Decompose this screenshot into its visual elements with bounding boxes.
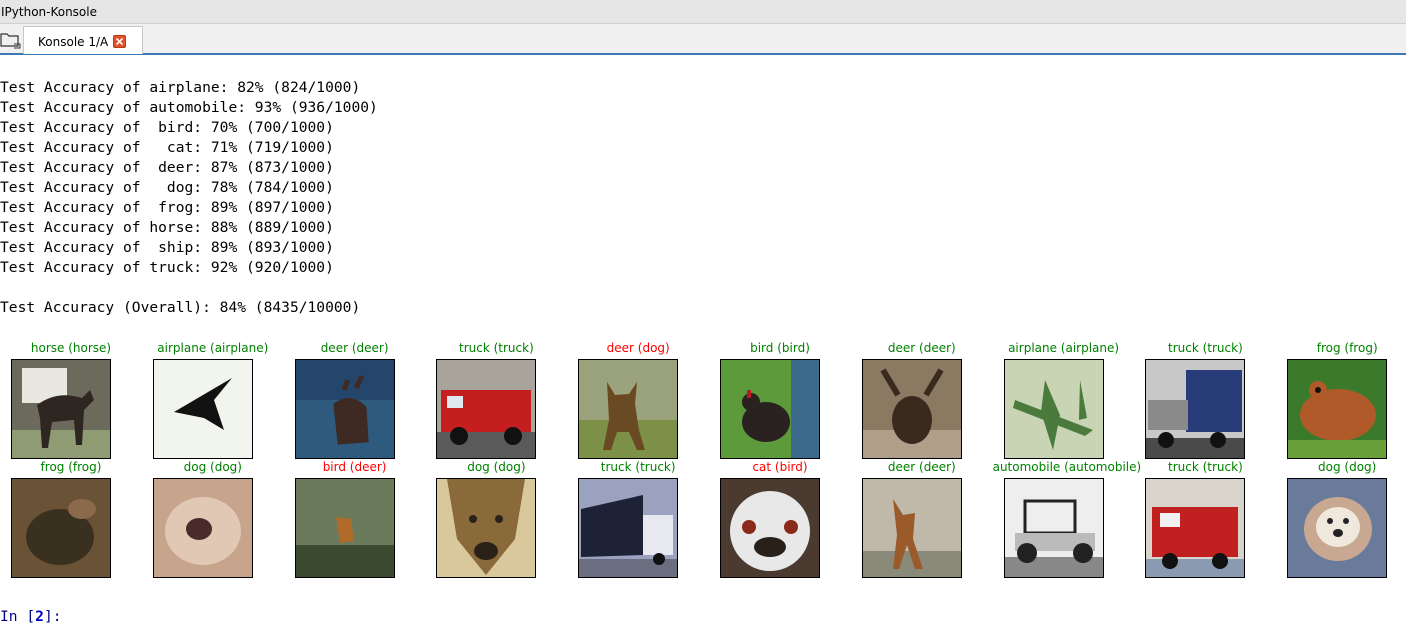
prediction-caption: frog (frog) bbox=[1316, 341, 1378, 355]
output-line bbox=[0, 278, 378, 298]
prediction-image bbox=[152, 359, 253, 459]
output-line: Test Accuracy (Overall): 84% (8435/10000… bbox=[0, 299, 361, 316]
prediction-caption: deer (deer) bbox=[320, 341, 389, 355]
output-line: Test Accuracy of deer: 87% (873/1000) bbox=[0, 159, 334, 176]
prediction-cell: dog (dog) bbox=[1276, 459, 1406, 578]
output-line: Test Accuracy of airplane: 82% (824/1000… bbox=[0, 79, 361, 96]
tab-label: Konsole 1/A bbox=[38, 35, 109, 49]
prediction-cell: dog (dog) bbox=[142, 459, 284, 578]
prediction-cell: frog (frog) bbox=[0, 459, 142, 578]
console-output: Test Accuracy of airplane: 82% (824/1000… bbox=[0, 78, 378, 318]
prediction-caption: bird (bird) bbox=[750, 341, 810, 355]
prediction-cell: bird (deer) bbox=[284, 459, 426, 578]
tab-bar: Konsole 1/A bbox=[0, 24, 1406, 55]
prediction-cell: horse (horse) bbox=[0, 340, 142, 459]
output-line: Test Accuracy of dog: 78% (784/1000) bbox=[0, 179, 334, 196]
prompt-prefix: In [ bbox=[0, 608, 36, 625]
prediction-image bbox=[1145, 359, 1246, 459]
prediction-caption: truck (truck) bbox=[600, 460, 676, 474]
window-titlebar: IPython-Konsole bbox=[0, 0, 1406, 24]
prediction-image bbox=[861, 478, 962, 578]
prediction-image bbox=[1003, 478, 1104, 578]
prediction-image bbox=[11, 359, 111, 459]
output-line: Test Accuracy of ship: 89% (893/1000) bbox=[0, 239, 334, 256]
prediction-caption: truck (truck) bbox=[1168, 460, 1243, 474]
prediction-caption: frog (frog) bbox=[40, 460, 102, 474]
output-line: Test Accuracy of bird: 70% (700/1000) bbox=[0, 119, 334, 136]
prediction-caption: automobile (automobile) bbox=[992, 460, 1142, 474]
prediction-image bbox=[578, 359, 679, 459]
prediction-cell: truck (truck) bbox=[1134, 340, 1276, 459]
prediction-cell: automobile (automobile) bbox=[992, 459, 1142, 578]
output-line: Test Accuracy of cat: 71% (719/1000) bbox=[0, 139, 334, 156]
window-title: IPython-Konsole bbox=[1, 5, 97, 19]
prediction-caption: horse (horse) bbox=[30, 341, 112, 355]
prompt-suffix: ]: bbox=[43, 608, 62, 625]
prediction-image bbox=[720, 478, 820, 578]
prediction-image bbox=[720, 359, 820, 459]
prediction-image bbox=[152, 478, 253, 578]
prediction-cell: deer (dog) bbox=[567, 340, 709, 459]
close-icon[interactable] bbox=[113, 35, 126, 48]
prediction-caption: deer (deer) bbox=[887, 341, 956, 355]
prediction-image bbox=[1003, 359, 1104, 459]
prediction-gallery: horse (horse) airplane (airplane) deer (de… bbox=[0, 340, 1406, 590]
prediction-caption: dog (dog) bbox=[1318, 460, 1377, 474]
prediction-image bbox=[1287, 359, 1388, 459]
output-line: Test Accuracy of automobile: 93% (936/10… bbox=[0, 99, 378, 116]
prediction-caption: deer (deer) bbox=[887, 460, 956, 474]
prediction-caption: cat (bird) bbox=[752, 460, 808, 474]
prediction-caption: airplane (airplane) bbox=[1008, 341, 1120, 355]
output-line: Test Accuracy of truck: 92% (920/1000) bbox=[0, 259, 334, 276]
prediction-image bbox=[436, 359, 537, 459]
prediction-caption: truck (truck) bbox=[459, 341, 534, 355]
prediction-cell: frog (frog) bbox=[1276, 340, 1406, 459]
output-line: Test Accuracy of frog: 89% (897/1000) bbox=[0, 199, 334, 216]
prediction-image bbox=[11, 478, 111, 578]
prediction-image bbox=[861, 359, 962, 459]
prediction-caption: bird (deer) bbox=[322, 460, 387, 474]
prediction-caption: deer (dog) bbox=[606, 341, 670, 355]
prediction-caption: dog (dog) bbox=[183, 460, 242, 474]
prompt-number: 2 bbox=[35, 608, 44, 625]
output-line: Test Accuracy of horse: 88% (889/1000) bbox=[0, 219, 334, 236]
prediction-cell: truck (truck) bbox=[1134, 459, 1276, 578]
prediction-cell: cat (bird) bbox=[709, 459, 851, 578]
prediction-cell: deer (deer) bbox=[851, 459, 993, 578]
prediction-image bbox=[578, 478, 679, 578]
prediction-image bbox=[294, 478, 395, 578]
prediction-image bbox=[1287, 478, 1388, 578]
prediction-cell: deer (deer) bbox=[851, 340, 993, 459]
prediction-cell: truck (truck) bbox=[567, 459, 709, 578]
prediction-caption: truck (truck) bbox=[1168, 341, 1243, 355]
browse-tabs-icon[interactable] bbox=[0, 31, 22, 49]
prediction-cell: airplane (airplane) bbox=[142, 340, 284, 459]
prediction-cell: bird (bird) bbox=[709, 340, 851, 459]
prediction-cell: airplane (airplane) bbox=[993, 340, 1135, 459]
tab-konsole[interactable]: Konsole 1/A bbox=[23, 26, 143, 54]
prediction-caption: dog (dog) bbox=[467, 460, 526, 474]
prediction-cell: deer (deer) bbox=[284, 340, 426, 459]
input-prompt[interactable]: In [2]: bbox=[0, 608, 62, 625]
prediction-caption: airplane (airplane) bbox=[157, 341, 269, 355]
prediction-cell: dog (dog) bbox=[425, 459, 567, 578]
prediction-image bbox=[436, 478, 537, 578]
prediction-cell: truck (truck) bbox=[425, 340, 567, 459]
prediction-image bbox=[294, 359, 395, 459]
prediction-image bbox=[1145, 478, 1246, 578]
